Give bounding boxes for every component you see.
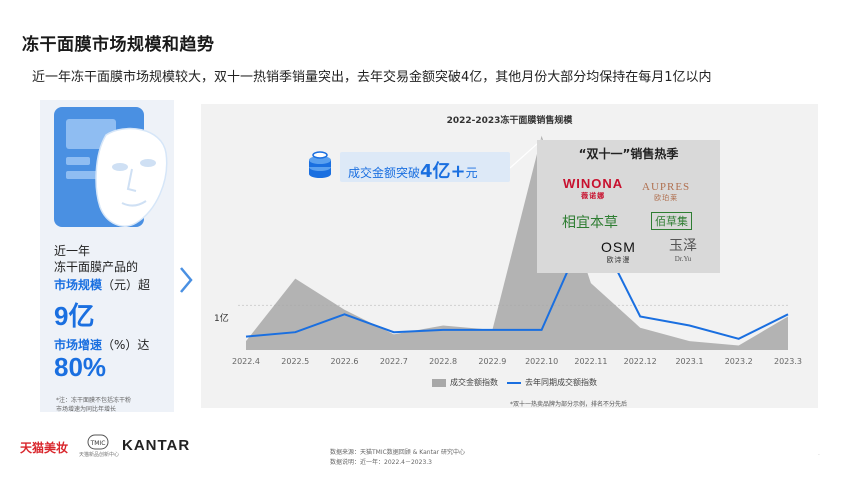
- legend-label-area: 成交金额指数: [450, 378, 498, 387]
- brand-yuze: 玉泽 Dr.Yu: [669, 235, 697, 263]
- callout-prefix: 成交金额突破: [348, 166, 421, 180]
- x-tick-label: 2022.6: [330, 357, 359, 366]
- tmic-logo-text: TMIC: [90, 440, 106, 447]
- intro-text: 近一年 冻干面膜产品的: [54, 243, 138, 275]
- market-growth-term: 市场增速: [54, 338, 103, 352]
- intro-line-2: 冻干面膜产品的: [54, 260, 139, 274]
- brand-xiangyi: 相宜本草: [562, 216, 618, 231]
- x-tick-label: 2023.2: [724, 357, 753, 366]
- brand-yuze-name: 玉泽: [669, 239, 697, 254]
- x-tick-label: 2022.8: [429, 357, 458, 366]
- x-tick-label: 2022.7: [379, 357, 408, 366]
- brand-note: *双十一热卖品牌为部分示例，排名不分先后: [510, 401, 628, 408]
- brand-aupres-name: AUPRES: [642, 181, 691, 193]
- series-line-last-year-index: [245, 216, 789, 340]
- brand-yuze-sub: Dr.Yu: [674, 255, 692, 263]
- x-tick-label: 2022.11: [574, 357, 608, 366]
- legend-label-line: 去年同期成交额指数: [525, 378, 597, 387]
- legend-swatch-area: [432, 378, 446, 387]
- market-scale-unit: （元）超: [102, 278, 151, 292]
- callout-box: [340, 152, 510, 182]
- x-tick-label: 2023.1: [675, 357, 704, 366]
- brand-aupres: AUPRES 欧珀莱: [642, 181, 690, 203]
- brand-osm-sub: 欧诗漫: [606, 257, 631, 264]
- tmic-logo-subtitle: 天猫新品创新中心: [79, 452, 120, 458]
- brand-winona-sub: 薇诺娜: [581, 193, 606, 200]
- x-tick-label: 2022.5: [281, 357, 310, 366]
- chart-title: 2022-2023冻干面膜销售规模: [446, 116, 573, 126]
- market-scale-term: 市场规模: [54, 278, 103, 292]
- brand-osm: OSM 欧诗漫: [601, 239, 636, 265]
- brand-winona: WINONA 薇诺娜: [563, 176, 623, 201]
- legend-swatch-line: [507, 381, 521, 384]
- callout-value: 4亿+: [420, 161, 466, 182]
- brand-aupres-sub: 欧珀莱: [654, 194, 679, 202]
- left-footnote: *注：冻干面膜不包括冻干粉 市场增速为同比年增长: [56, 396, 166, 414]
- market-growth-unit: （%）达: [102, 338, 150, 352]
- tmall-beauty-logo: 天猫美妆: [20, 441, 69, 455]
- x-tick-label: 2023.3: [774, 357, 802, 366]
- intro-line-1: 近一年: [54, 244, 91, 258]
- reference-line-label: 1亿: [214, 314, 229, 324]
- market-growth-value: 80%: [54, 352, 107, 382]
- data-source: 数据来源：天猫TMIC数据回顾 & Kantar 研究中心: [330, 449, 466, 456]
- brand-baicaoji: 佰草集: [651, 212, 692, 230]
- footnote-line-2: 市场增速为同比年增长: [56, 406, 117, 413]
- market-scale-label: 市场规模（元）超: [54, 276, 150, 293]
- x-tick-label: 2022.12: [623, 357, 657, 366]
- legend-last-year-index: 去年同期成交额指数: [507, 377, 597, 388]
- brand-box-title: “双十一”销售热季: [578, 147, 679, 161]
- page-title: 冻干面膜市场规模和趋势: [22, 35, 215, 55]
- callout-text: 成交金额突破4亿+元: [348, 157, 478, 183]
- series-area-sales-index: [246, 135, 788, 350]
- x-tick-label: 2022.9: [478, 357, 507, 366]
- tmic-logo: TMIC: [87, 434, 109, 450]
- kantar-logo: KANTAR: [122, 437, 191, 454]
- market-scale-value: 9亿: [54, 301, 95, 331]
- page-subtitle: 近一年冻干面膜市场规模较大，双十一热销季销量突出，去年交易金额突破4亿，其他月份…: [32, 70, 712, 85]
- legend-sales-index: 成交金额指数: [432, 377, 498, 388]
- x-tick-label: 2022.4: [232, 357, 260, 366]
- chevron-right-icon: [180, 267, 193, 293]
- brand-osm-name: OSM: [601, 239, 636, 255]
- callout-suffix: 元: [465, 166, 478, 180]
- coins-icon: [309, 151, 331, 178]
- face-mask-icon: [54, 107, 168, 227]
- brand-box: [537, 140, 720, 273]
- x-tick-label: 2022.10: [525, 357, 559, 366]
- footnote-line-1: *注：冻干面膜不包括冻干粉: [56, 397, 132, 404]
- brand-winona-name: WINONA: [563, 176, 624, 191]
- page-mark: ·: [818, 452, 820, 459]
- callout-connector: [509, 139, 543, 169]
- data-note: 数据说明：近一年：2022.4－2023.3: [330, 459, 432, 466]
- market-growth-label: 市场增速（%）达: [54, 336, 149, 353]
